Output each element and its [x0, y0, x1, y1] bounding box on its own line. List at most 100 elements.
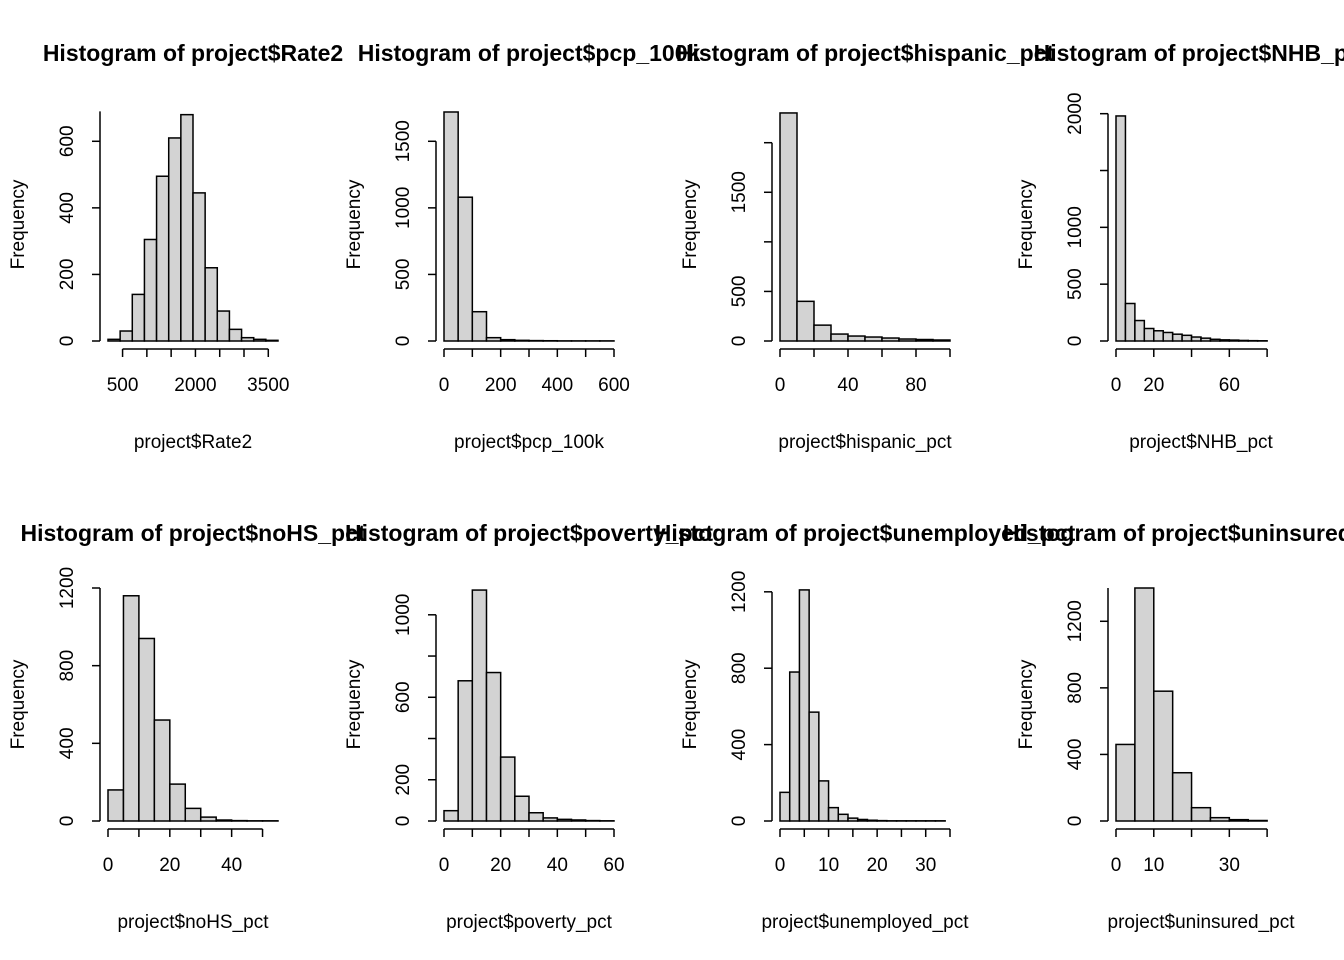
x-tick-label: 60: [1219, 375, 1240, 396]
histogram-bar: [457, 680, 474, 822]
chart-title: Histogram of project$pcp_100k: [358, 40, 701, 66]
histogram-bar: [830, 333, 849, 342]
x-tick-label: 400: [541, 375, 573, 396]
histogram-bar: [485, 671, 502, 822]
x-tick-label: 40: [221, 855, 242, 876]
y-tick-label: 1200: [729, 571, 750, 613]
histogram-panel-2: 0 200 400 600 0 500 1000 1500 project$pcp_100k Fr…: [344, 40, 700, 453]
y-tick-label: 1000: [1065, 206, 1086, 248]
x-tick-label: 200: [485, 375, 517, 396]
histogram-bar: [265, 339, 279, 342]
x-tick-label: 60: [603, 855, 624, 876]
y-tick-label: 200: [393, 764, 414, 796]
histogram-bar: [240, 336, 255, 342]
x-tick-label: 10: [818, 855, 839, 876]
y-tick-label: 0: [1065, 336, 1086, 347]
histogram-bar: [457, 196, 474, 342]
y-tick-label: 400: [1065, 739, 1086, 771]
x-tick-label: 0: [1111, 855, 1122, 876]
x-tick-label: 40: [837, 375, 858, 396]
x-axis-label: project$pcp_100k: [454, 432, 604, 453]
chart-title: Histogram of project$uninsured_pct: [1003, 520, 1344, 546]
histogram-panel-3: 0 40 80 0 500 1500 project$hispanic_pct Frequen…: [676, 40, 1055, 453]
histogram-bar: [1209, 338, 1221, 342]
y-tick-label: 400: [729, 729, 750, 761]
y-tick-label: 0: [393, 336, 414, 347]
y-tick-label: 1000: [393, 594, 414, 636]
histogram-bar: [204, 267, 219, 342]
histogram-bar: [1171, 771, 1193, 822]
histogram-bar: [167, 137, 182, 342]
histogram-bar: [818, 780, 830, 822]
y-tick-label: 800: [1065, 672, 1086, 704]
x-tick-label: 30: [1219, 855, 1240, 876]
histogram-bar: [556, 818, 573, 822]
histogram-bar: [192, 192, 206, 342]
chart-title: Histogram of project$NHB_pct: [1034, 40, 1344, 66]
histogram-bar: [1190, 336, 1202, 342]
x-tick-label: 40: [547, 855, 568, 876]
histogram-bar: [932, 339, 951, 342]
histogram-bar: [1209, 816, 1231, 822]
histogram-bar: [779, 791, 791, 822]
histogram-bar: [1181, 334, 1193, 342]
x-axis-label: project$uninsured_pct: [1108, 912, 1296, 933]
y-tick-label: 800: [729, 652, 750, 684]
y-tick-label: 1200: [1065, 600, 1086, 642]
histogram-bar: [471, 310, 488, 342]
x-tick-label: 600: [598, 375, 630, 396]
histogram-bar: [514, 339, 530, 342]
y-tick-label: 1500: [393, 120, 414, 162]
histogram-bar: [122, 595, 140, 822]
y-tick-label: 200: [57, 259, 78, 291]
histogram-bar: [1200, 337, 1212, 342]
y-tick-label: 0: [729, 816, 750, 827]
histogram-bar: [107, 338, 121, 342]
y-tick-label: 800: [57, 650, 78, 682]
histogram-bar: [528, 812, 544, 822]
histogram-panel-8: 0 10 30 0 400 800 1200 project$uninsured_pct Fre…: [1003, 520, 1344, 933]
y-axis-label: Frequency: [680, 179, 701, 269]
histogram-bar: [837, 813, 849, 822]
histogram-panel-5: 0 20 4004008001200project$noHS_pctFrequenc…: [8, 520, 366, 933]
y-tick-label: 400: [57, 727, 78, 759]
histogram-bar: [499, 756, 516, 822]
histogram-bar: [847, 817, 859, 822]
histogram-bar: [827, 806, 840, 822]
histogram-bar: [155, 175, 170, 342]
histogram-bar: [1190, 806, 1212, 822]
y-tick-label: 0: [729, 336, 750, 347]
histogram-bar: [779, 112, 798, 342]
histogram-bar: [1228, 818, 1249, 822]
chart-title: Histogram of project$hispanic_pct: [676, 40, 1055, 66]
histogram-bar: [570, 819, 587, 822]
histogram-bar: [485, 336, 502, 342]
y-axis-label: Frequency: [344, 659, 365, 749]
histogram-panel-7: 0 10 20 30 0 400 800 1200 project$unemployed_pct…: [655, 520, 1076, 933]
histogram-bar: [813, 324, 832, 342]
x-tick-label: 10: [1143, 855, 1164, 876]
histogram-bar: [788, 671, 801, 822]
histogram-bar: [443, 809, 459, 822]
x-tick-label: 20: [1143, 375, 1164, 396]
histogram-bar: [898, 338, 917, 342]
histogram-bar: [1134, 319, 1146, 342]
histogram-bar: [215, 819, 233, 822]
histogram-bar: [184, 807, 202, 822]
y-tick-label: 0: [1065, 816, 1086, 827]
y-tick-label: 1000: [393, 187, 414, 229]
x-tick-label: 20: [490, 855, 511, 876]
histogram-bar: [1153, 330, 1164, 342]
y-axis-label: Frequency: [8, 179, 29, 269]
y-axis-label: Frequency: [1016, 659, 1037, 749]
chart-title: Histogram of project$Rate2: [43, 40, 343, 66]
y-tick-label: 600: [57, 125, 78, 157]
histogram-bar: [169, 783, 187, 822]
histogram-bar: [1124, 302, 1136, 342]
histogram-panel-6: 0 20 40 6002006001000project$poverty_pctFre…: [344, 520, 713, 933]
x-tick-label: 0: [439, 375, 450, 396]
x-axis-label: project$Rate2: [134, 432, 252, 453]
histogram-bar: [542, 817, 559, 822]
x-axis-label: project$unemployed_pct: [761, 912, 969, 933]
